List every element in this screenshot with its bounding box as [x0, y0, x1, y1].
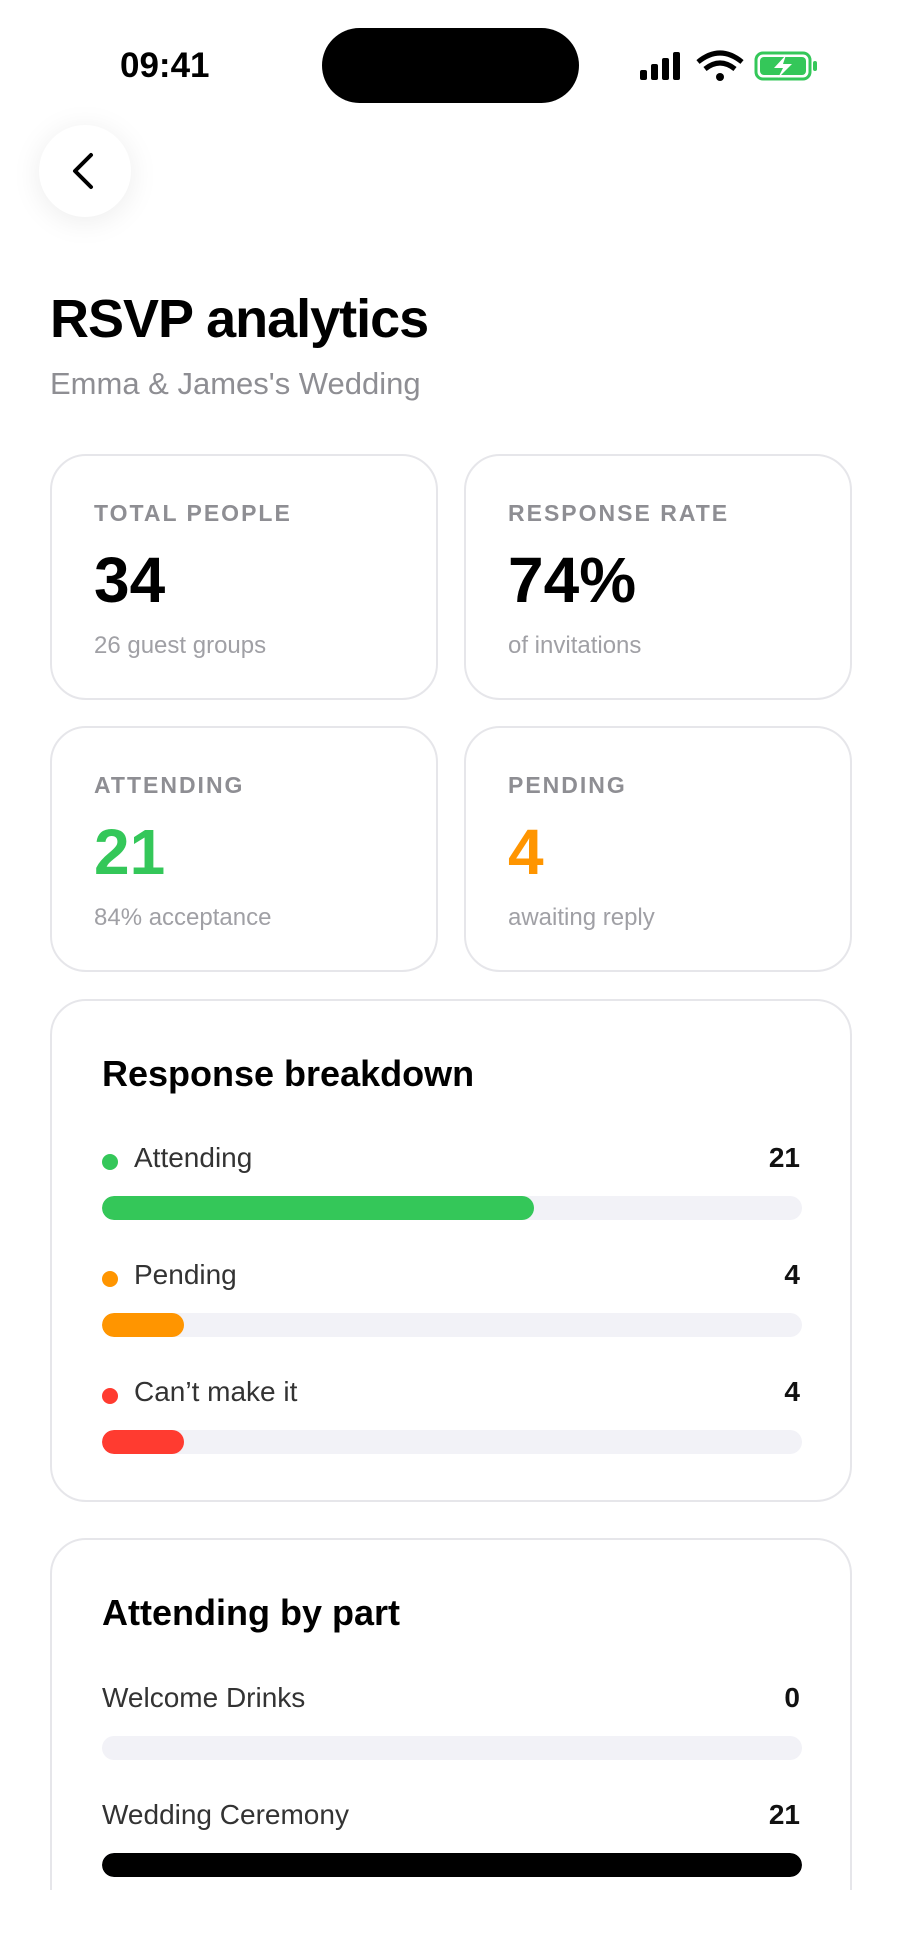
stat-value: 74%: [508, 544, 637, 616]
row-label: Pending: [134, 1259, 237, 1290]
stat-card: RESPONSE RATE 74% of invitations: [464, 454, 852, 700]
stat-note: 26 guest groups: [94, 632, 267, 659]
legend-dot: [102, 1154, 118, 1170]
legend-dot: [102, 1388, 118, 1404]
bar-track: [102, 1313, 802, 1337]
stat-card: TOTAL PEOPLE 34 26 guest groups: [50, 454, 438, 700]
page-title: RSVP analytics: [50, 289, 429, 349]
bar: [102, 1853, 802, 1877]
breakdown-card: Response breakdown Attending 21 Pending 4 Ca…: [50, 999, 852, 1502]
row-label: Can’t make it: [134, 1376, 298, 1407]
stat-note: awaiting reply: [508, 904, 655, 931]
stat-label: ATTENDING: [94, 772, 245, 798]
stat-card: PENDING 4 awaiting reply: [464, 726, 852, 972]
bar-track: [102, 1196, 802, 1220]
row-label: Attending: [134, 1142, 253, 1173]
bar: [102, 1430, 185, 1454]
stat-value: 4: [508, 816, 544, 888]
back-button[interactable]: [39, 125, 131, 217]
bar-track: [102, 1430, 802, 1454]
legend-dot: [102, 1271, 118, 1287]
stat-label: PENDING: [508, 772, 627, 798]
row-value: 4: [784, 1259, 800, 1290]
row-value: 4: [784, 1376, 800, 1407]
stat-value: 34: [94, 544, 166, 616]
dynamic-island: [322, 28, 579, 103]
card-title: Attending by part: [102, 1592, 400, 1633]
bar: [102, 1196, 535, 1220]
bar-track: [102, 1853, 802, 1877]
row-label: Wedding Ceremony: [102, 1799, 349, 1830]
stat-note: of invitations: [508, 632, 642, 659]
stat-note: 84% acceptance: [94, 904, 272, 931]
row-value: 21: [768, 1799, 800, 1830]
stat-label: RESPONSE RATE: [508, 500, 730, 526]
bottom-fade: [0, 1890, 900, 1955]
page-subtitle: Emma & James's Wedding: [50, 366, 421, 401]
status-icons: [640, 50, 817, 81]
row-label: Welcome Drinks: [102, 1682, 306, 1713]
row-value: 0: [784, 1682, 800, 1713]
stat-value: 21: [94, 816, 166, 888]
row-value: 21: [768, 1142, 800, 1173]
bar: [102, 1313, 185, 1337]
stat-card: ATTENDING 21 84% acceptance: [50, 726, 438, 972]
stat-label: TOTAL PEOPLE: [94, 500, 292, 526]
time: 09:41: [120, 46, 210, 85]
bar-track: [102, 1736, 802, 1760]
card-title: Response breakdown: [102, 1053, 475, 1094]
parts-card: Attending by part Welcome Drinks 0 Wedding…: [50, 1538, 852, 1955]
